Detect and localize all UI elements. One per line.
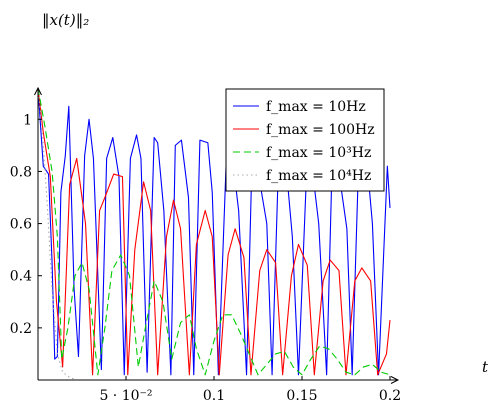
y-axis-label: ‖x(t)‖₂: [42, 11, 89, 29]
series-line-3: [37, 87, 391, 376]
y-axis-arrow: [34, 86, 42, 96]
x-axis-arrow: [390, 376, 400, 384]
y-tick-label-1: 0.2: [10, 321, 32, 337]
legend: f_max = 10Hz f_max = 100Hz f_max = 10³Hz f_…: [225, 88, 385, 192]
series-line-4: [37, 87, 77, 381]
x-tick-label-4: 0.2: [379, 388, 401, 404]
legend-label-2: f_max = 100Hz: [266, 122, 375, 138]
legend-label-1: f_max = 10Hz: [266, 99, 366, 115]
legend-label-3: f_max = 10³Hz: [266, 145, 371, 161]
y-tick-label-2: 0.4: [10, 269, 32, 285]
ticks-layer: 5 · 10⁻² 0.1 0.15 0.2 0.2 0.4 0.6 0.8 1: [10, 112, 401, 404]
y-tick-label-3: 0.6: [10, 217, 32, 233]
x-tick-label-1: 5 · 10⁻²: [99, 388, 152, 404]
axes-layer: [34, 86, 400, 384]
y-tick-label-5: 1: [23, 112, 32, 128]
series-line-1: [37, 87, 391, 376]
x-axis-label: t: [482, 358, 489, 376]
series-layer: [37, 87, 391, 381]
legend-label-4: f_max = 10⁴Hz: [266, 168, 371, 184]
x-tick-label-3: 0.15: [286, 388, 317, 404]
y-tick-label-4: 0.8: [10, 164, 32, 180]
series-line-2: [37, 87, 391, 376]
x-tick-label-2: 0.1: [203, 388, 225, 404]
